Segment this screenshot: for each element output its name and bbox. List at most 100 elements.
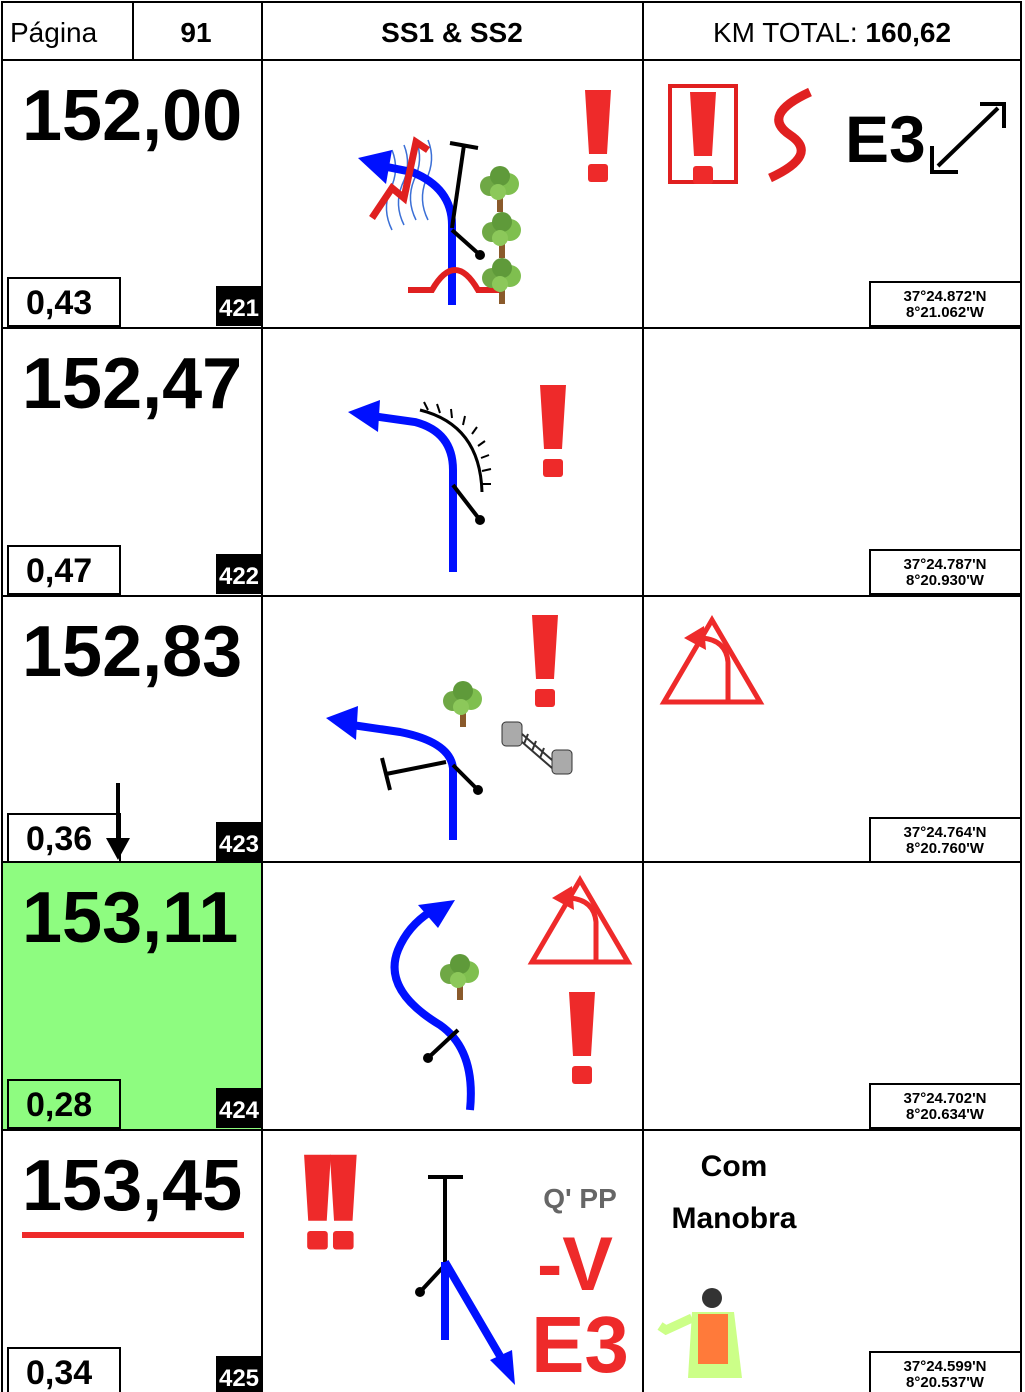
row-3-diagram-part [451, 763, 480, 792]
row-1-diagram-part [482, 212, 521, 258]
latitude: 37°24.872'N [904, 288, 987, 305]
number: 425 [219, 1365, 259, 1392]
km-total-value: 160,62 [865, 17, 951, 48]
row-5-diagram-part [441, 1259, 504, 1359]
partial: 0,47 [26, 552, 92, 590]
row-5-diagram: Q' PP -V E3 Com Manobra [304, 1150, 797, 1389]
partial: 0,34 [26, 1354, 92, 1392]
row-3-diagram-part [501, 721, 523, 747]
row-4-diagram-part [418, 900, 455, 928]
row-3-diagram-part [521, 733, 553, 769]
row-1-diagram: E3 [358, 84, 1006, 305]
row-1-diagram-part [408, 267, 502, 293]
row-1-diagram-part [930, 146, 958, 174]
number-box [216, 1356, 262, 1392]
coords-box [869, 1083, 1022, 1129]
row-2-diagram-part [423, 401, 492, 485]
row: 152,47 0,47 422 37°24.787'N8°20.930'W [7, 344, 1022, 595]
number-box [216, 286, 262, 326]
distance: 152,83 [22, 612, 242, 692]
row: 152,00 0,43 421 37°24.872'N8°21.062'W [7, 76, 1022, 327]
row-5-diagram-part [702, 1288, 722, 1308]
row-1-diagram-part [980, 102, 1006, 128]
page-label: Página [10, 17, 98, 48]
icon-text: Q' PP [543, 1183, 617, 1214]
row-2-diagram-part [348, 400, 380, 432]
number-box [216, 1088, 262, 1128]
distance: 152,47 [22, 344, 242, 424]
longitude: 8°20.930'W [906, 572, 985, 589]
row-2-diagram [348, 385, 566, 572]
number: 423 [219, 831, 259, 858]
number-box [216, 822, 262, 862]
number: 422 [219, 563, 259, 590]
row-2-diagram-part [540, 385, 566, 477]
row-1-diagram-part [475, 250, 485, 260]
row-1-diagram-part [768, 87, 812, 183]
partial: 0,36 [26, 820, 92, 858]
row-5-diagram-part [698, 1314, 728, 1364]
row-5-diagram-part [418, 1263, 447, 1294]
row-4-diagram-part [426, 1028, 460, 1060]
row-1-diagram-part [480, 166, 519, 212]
row-3-diagram-part [380, 757, 392, 791]
icon-text: E3 [531, 1300, 629, 1389]
km-total: KM TOTAL: 160,62 [713, 17, 951, 48]
icon-text: -V [537, 1222, 613, 1307]
row-3-diagram [106, 615, 760, 860]
rows: 152,00 0,43 421 37°24.872'N8°21.062'W 152,47… [7, 76, 1022, 1392]
row-3-diagram-part [351, 721, 457, 840]
row-4-diagram-part [569, 992, 595, 1084]
underline [22, 1232, 244, 1238]
row-1-diagram-part [449, 141, 479, 150]
partial-box [7, 277, 121, 327]
longitude: 8°21.062'W [906, 304, 985, 321]
row-1-diagram-part [369, 136, 430, 220]
partial-box [7, 1079, 121, 1129]
row-2-diagram-part [475, 515, 485, 525]
row-4-diagram-part [532, 880, 628, 962]
partial: 0,43 [26, 284, 92, 322]
row-1-diagram-part [450, 144, 466, 229]
coords-box [869, 281, 1022, 327]
longitude: 8°20.537'W [906, 1374, 985, 1391]
row-4-diagram [390, 880, 628, 1111]
row-1-diagram-part [585, 90, 611, 182]
latitude: 37°24.702'N [904, 1090, 987, 1107]
distance: 152,00 [22, 76, 242, 156]
stage: SS1 & SS2 [381, 17, 523, 48]
highlight-cell [2, 862, 262, 1130]
row-3-diagram-part [551, 749, 573, 775]
km-total-label: KM TOTAL: [713, 17, 858, 48]
icon-text: E3 [845, 102, 926, 176]
latitude: 37°24.787'N [904, 556, 987, 573]
row-1-diagram-part [690, 92, 716, 184]
longitude: 8°20.760'W [906, 840, 985, 857]
partial: 0,28 [26, 1086, 92, 1124]
row-3-diagram-part [473, 785, 483, 795]
row: 153,11 0,28 424 37°24.702'N8°20.634'W [7, 878, 1022, 1129]
row-1-diagram-part [358, 150, 392, 184]
distance: 153,45 [22, 1146, 242, 1226]
coords-box [869, 817, 1022, 863]
distance: 153,11 [22, 878, 238, 958]
row-3-diagram-part [106, 838, 130, 860]
row-5-diagram-part [657, 1313, 694, 1336]
row-4-diagram-part [390, 908, 475, 1111]
page-number: 91 [180, 17, 211, 48]
row-5-diagram-part [304, 1154, 331, 1250]
row-4-diagram-part [440, 954, 479, 1000]
row-1-diagram-part [936, 106, 1000, 168]
row: 153,45 0,34 425 37°24.599'N8°20.537'W [7, 1146, 1022, 1392]
longitude: 8°20.634'W [906, 1106, 985, 1123]
row-1-diagram-part [482, 258, 521, 304]
row-3-diagram-part [532, 615, 558, 707]
row-5-diagram-part [415, 1287, 425, 1297]
row-2-diagram-part [451, 483, 482, 522]
latitude: 37°24.599'N [904, 1358, 987, 1375]
row-4-diagram-part [423, 1053, 433, 1063]
number-box [216, 554, 262, 594]
number: 421 [219, 295, 259, 322]
header: Página 91 SS1 & SS2 KM TOTAL: 160,62 [10, 17, 951, 48]
